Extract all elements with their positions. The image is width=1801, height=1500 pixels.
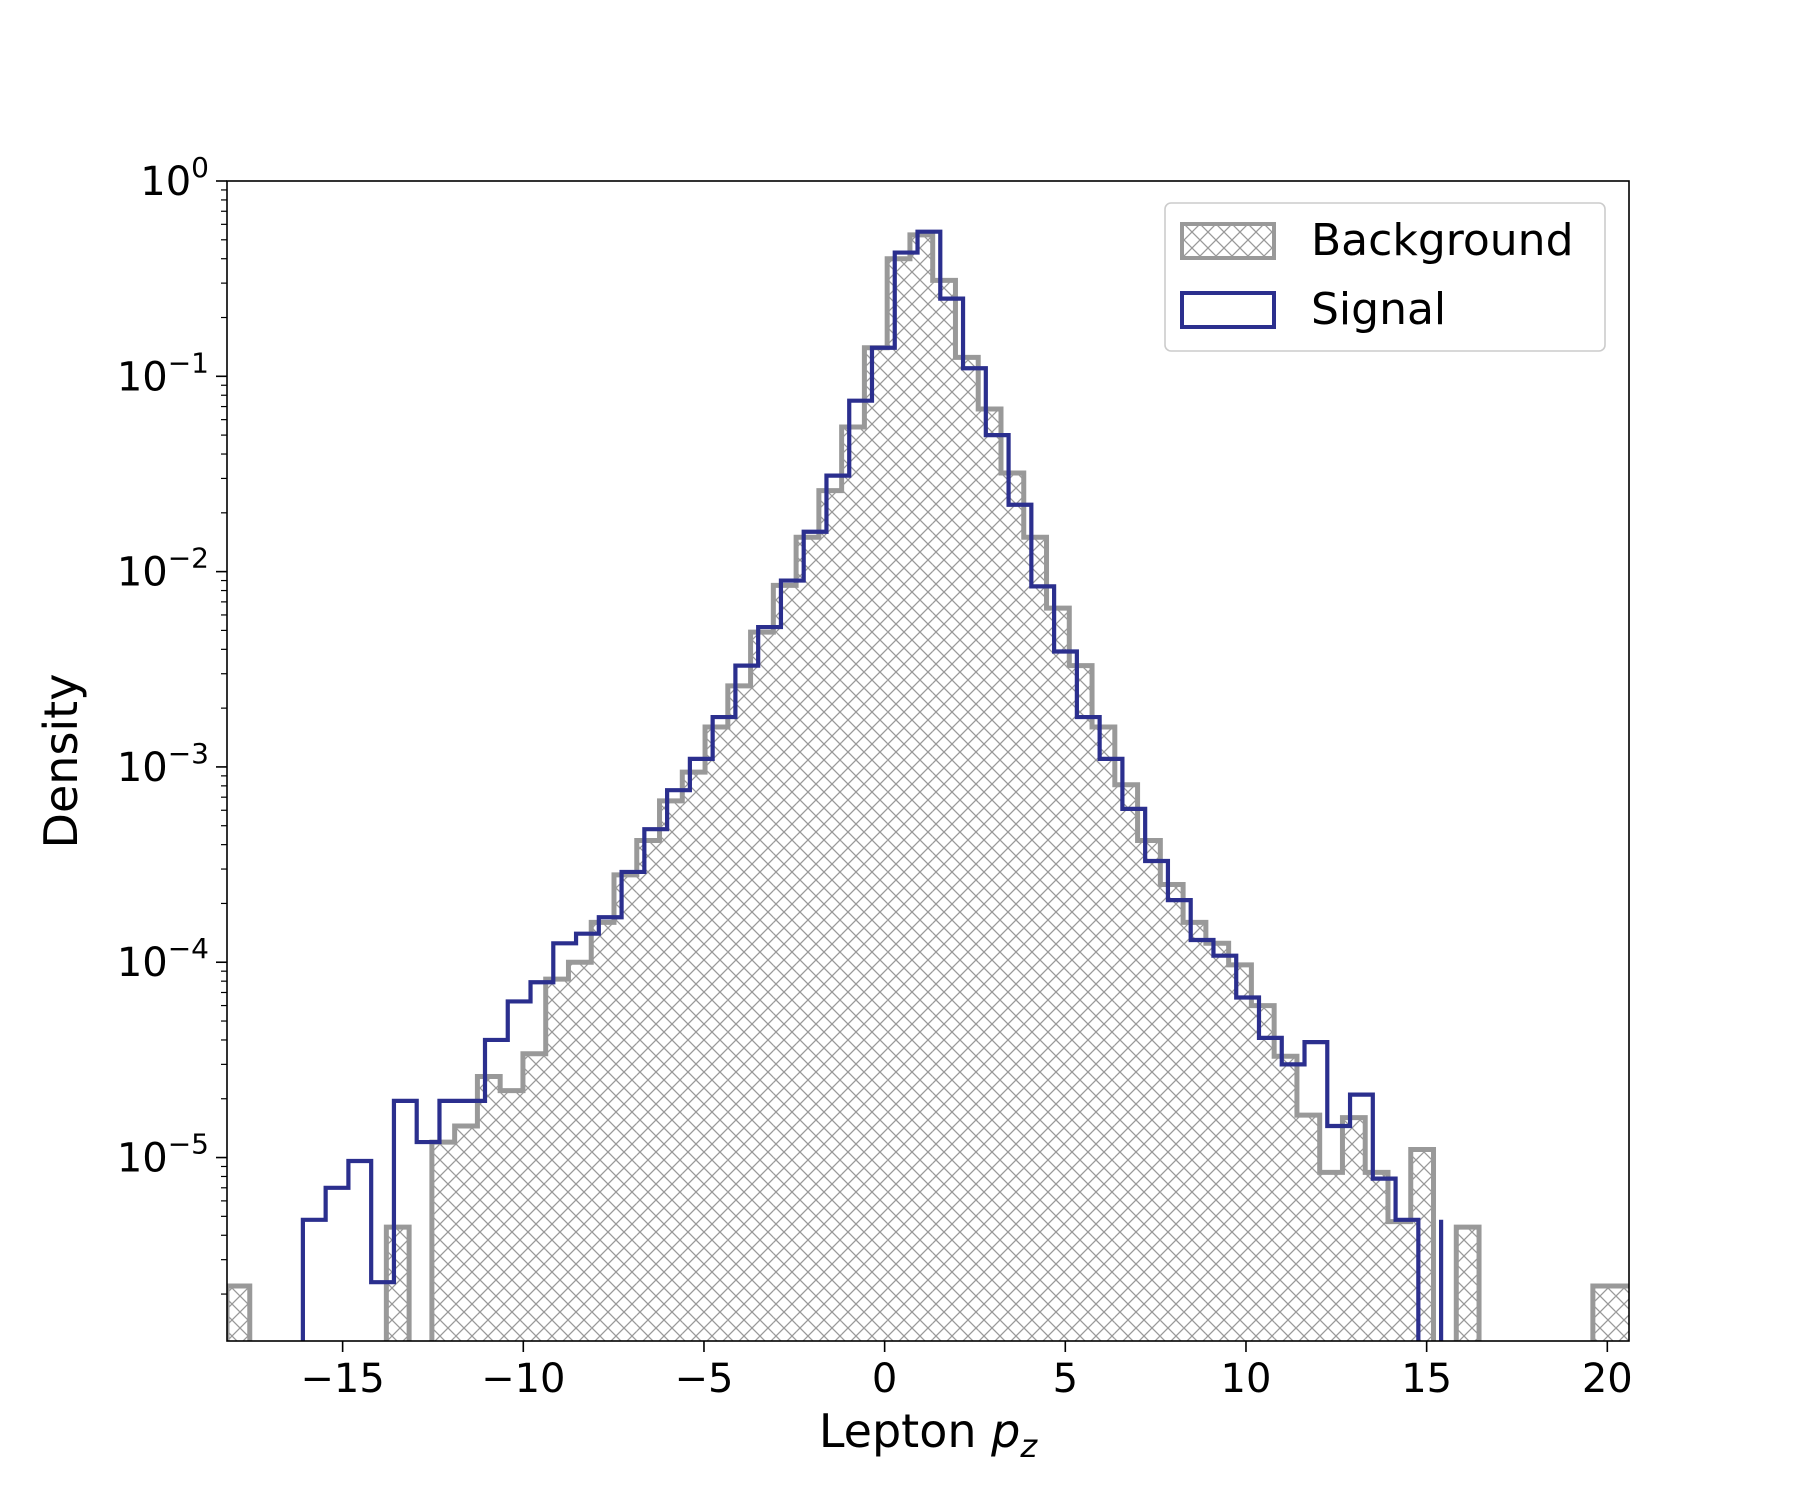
background-bin <box>750 632 774 1341</box>
x-tick-label: −5 <box>674 1356 733 1402</box>
background-bin <box>1365 1172 1388 1341</box>
background-bin <box>1387 1221 1411 1341</box>
background-bin <box>500 1090 523 1341</box>
background-bin <box>545 979 569 1341</box>
y-axis-ticks: 100 10−1 10−2 10−3 10−4 10−5 <box>117 151 227 1295</box>
x-tick-label: −15 <box>300 1356 384 1402</box>
background-bin <box>477 1076 501 1341</box>
background-bin <box>1000 472 1024 1341</box>
x-axis-label-math: p <box>990 1404 1020 1458</box>
background-bin <box>1183 922 1206 1341</box>
background-bin <box>887 258 910 1341</box>
background-bin <box>1592 1285 1616 1341</box>
x-tick-label: 10 <box>1221 1356 1272 1402</box>
background-bin <box>1319 1172 1343 1341</box>
background-bin <box>796 537 819 1341</box>
x-axis-label-text: Lepton <box>819 1404 977 1458</box>
background-bin <box>1251 1005 1275 1341</box>
background-bin <box>613 874 637 1341</box>
background-bin <box>1205 943 1229 1341</box>
background-bin <box>1228 964 1252 1341</box>
x-tick-label: −10 <box>481 1356 565 1402</box>
legend-swatch-signal <box>1180 291 1276 329</box>
background-bin <box>682 772 706 1341</box>
plot-frame <box>226 180 1630 1342</box>
legend-label-background: Background <box>1311 215 1574 266</box>
background-bin <box>864 347 888 1341</box>
background-bin <box>841 427 865 1341</box>
background-bin <box>1023 537 1047 1341</box>
y-tick-label: 100 <box>140 151 209 205</box>
legend: Background Signal <box>1164 202 1606 352</box>
background-bin <box>1410 1149 1434 1341</box>
series-signal <box>300 229 1444 1341</box>
y-tick-label: 10−2 <box>117 542 209 596</box>
background-bin <box>659 800 683 1341</box>
background-bin <box>705 727 728 1341</box>
background-bin <box>1274 1056 1297 1341</box>
x-tick-label: 20 <box>1582 1356 1633 1402</box>
background-bin <box>454 1126 478 1341</box>
background-bin <box>727 685 751 1341</box>
background-bin <box>1160 884 1184 1341</box>
background-bin <box>909 234 933 1341</box>
series-background <box>227 232 1629 1341</box>
background-bin <box>932 280 956 1341</box>
signal-outline <box>300 229 1444 1341</box>
x-tick-label: 0 <box>872 1356 897 1402</box>
background-bin <box>1342 1117 1366 1341</box>
x-axis-label-subscript: z <box>1019 1427 1038 1465</box>
background-bin <box>568 962 592 1341</box>
background-bin <box>818 490 842 1341</box>
x-tick-label: 15 <box>1401 1356 1452 1402</box>
background-outline <box>227 232 1629 1341</box>
legend-label-signal: Signal <box>1311 284 1446 335</box>
legend-swatch-background <box>1180 222 1276 260</box>
y-axis-label: Density <box>34 674 88 849</box>
y-tick-label: 10−1 <box>117 346 209 400</box>
background-bin <box>431 1142 455 1341</box>
background-bin <box>591 922 614 1341</box>
background-bin <box>1456 1227 1480 1341</box>
y-tick-label: 10−4 <box>117 932 209 986</box>
background-bin <box>1296 1115 1320 1341</box>
background-bin <box>978 409 1001 1341</box>
background-bin <box>1069 665 1093 1341</box>
y-tick-label: 10−3 <box>117 737 209 791</box>
x-axis-label: Lepton pz <box>819 1404 1038 1465</box>
background-bin <box>636 840 660 1341</box>
background-bin <box>227 1285 250 1341</box>
background-bin <box>1114 784 1138 1341</box>
background-bin <box>1137 840 1161 1341</box>
background-bin <box>1092 727 1115 1341</box>
background-bin <box>1046 608 1070 1341</box>
background-bin <box>386 1227 410 1341</box>
x-axis-ticks: −15 −10 −5 0 5 10 15 20 <box>300 1341 1633 1402</box>
background-bin <box>522 1053 546 1341</box>
background-bin <box>773 585 797 1341</box>
background-bin <box>955 357 979 1341</box>
x-tick-label: 5 <box>1053 1356 1078 1402</box>
background-bin <box>1615 1285 1629 1341</box>
y-tick-label: 10−5 <box>117 1128 209 1182</box>
plot-layer <box>227 229 1629 1341</box>
